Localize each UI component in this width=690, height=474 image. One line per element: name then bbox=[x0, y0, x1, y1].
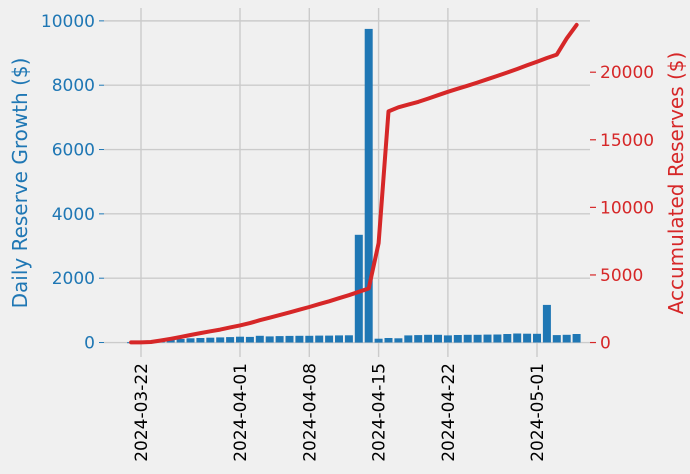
bar bbox=[463, 334, 472, 343]
x-tick-label: 2024-04-15 bbox=[370, 363, 390, 462]
bar bbox=[473, 334, 482, 343]
grid bbox=[104, 8, 590, 357]
bar bbox=[523, 333, 532, 343]
x-tick-label: 2024-04-22 bbox=[439, 363, 459, 462]
right-tick-label: 15000 bbox=[600, 131, 654, 151]
bar bbox=[275, 336, 284, 343]
left-tick-label: 4000 bbox=[52, 205, 95, 225]
bar bbox=[374, 338, 383, 343]
bar bbox=[533, 333, 541, 343]
bar bbox=[562, 334, 571, 343]
bar bbox=[206, 337, 215, 343]
bar bbox=[305, 335, 314, 343]
bar bbox=[552, 335, 561, 343]
bar bbox=[394, 338, 403, 343]
bar bbox=[186, 338, 195, 343]
bar bbox=[216, 337, 225, 343]
x-axis-ticks: 2024-03-22 2024-04-01 2024-04-08 2024-04-15… bbox=[132, 363, 548, 462]
accumulated-reserves-line bbox=[129, 22, 579, 345]
bar bbox=[443, 335, 452, 343]
left-tick-label: 6000 bbox=[52, 141, 95, 161]
left-axis-label: Daily Reserve Growth ($) bbox=[8, 58, 32, 309]
left-tick-label: 0 bbox=[84, 334, 95, 354]
left-axis-ticks: 0 2000 4000 6000 8000 10000 bbox=[41, 12, 104, 354]
bar bbox=[325, 335, 334, 343]
bar bbox=[503, 334, 512, 343]
bar bbox=[364, 28, 373, 343]
right-axis-ticks: 0 5000 10000 15000 20000 bbox=[590, 63, 654, 354]
bar bbox=[196, 338, 205, 343]
bar bbox=[236, 336, 244, 343]
bar bbox=[166, 339, 175, 343]
bar bbox=[493, 334, 502, 343]
bar bbox=[354, 234, 363, 343]
left-tick-label: 2000 bbox=[52, 269, 95, 289]
bar bbox=[335, 335, 343, 343]
left-tick-label: 10000 bbox=[41, 12, 95, 32]
bar bbox=[384, 338, 393, 343]
bar bbox=[542, 304, 551, 343]
x-tick-label: 2024-04-01 bbox=[231, 363, 251, 462]
bar bbox=[483, 334, 492, 343]
bar bbox=[453, 335, 462, 343]
bar bbox=[176, 339, 185, 343]
bar bbox=[265, 336, 274, 343]
line-series bbox=[129, 22, 579, 345]
right-axis-label: Accumulated Reserves ($) bbox=[664, 52, 688, 315]
bar bbox=[226, 337, 235, 343]
bar bbox=[255, 335, 264, 343]
x-tick-label: 2024-03-22 bbox=[132, 363, 152, 462]
bar bbox=[295, 335, 304, 343]
bar bbox=[315, 335, 324, 343]
bar bbox=[344, 335, 353, 343]
bar bbox=[513, 333, 522, 343]
right-tick-label: 10000 bbox=[600, 198, 654, 218]
bar bbox=[424, 334, 433, 343]
bar bbox=[404, 335, 413, 343]
bar bbox=[434, 334, 442, 343]
x-tick-label: 2024-05-01 bbox=[528, 363, 548, 462]
bar bbox=[285, 335, 294, 343]
x-tick-label: 2024-04-08 bbox=[300, 363, 320, 462]
bar bbox=[572, 334, 581, 343]
right-tick-label: 0 bbox=[600, 334, 611, 354]
bar bbox=[245, 336, 254, 343]
left-tick-label: 8000 bbox=[52, 76, 95, 96]
bar bbox=[414, 335, 423, 343]
right-tick-label: 20000 bbox=[600, 63, 654, 83]
right-tick-label: 5000 bbox=[600, 266, 643, 286]
